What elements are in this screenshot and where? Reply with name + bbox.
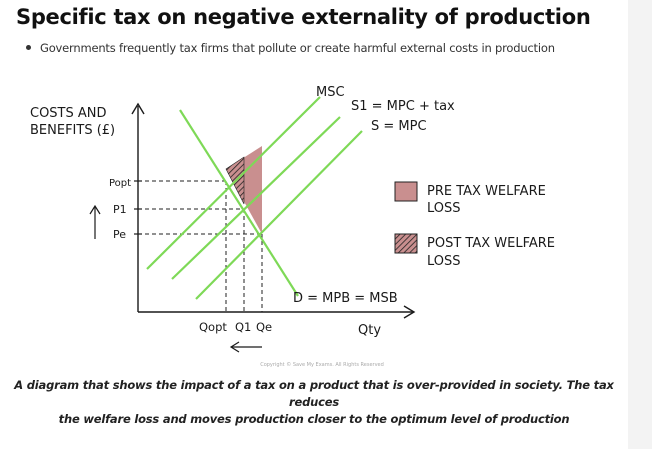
p1-label: P1 <box>113 203 127 216</box>
demand-label: D = MPB = MSB <box>293 291 398 306</box>
bullet-item: Governments frequently tax firms that po… <box>26 41 555 55</box>
s1-label: S1 = MPC + tax <box>351 99 455 114</box>
pre-tax-legend-line1: PRE TAX WELFARE <box>427 184 546 199</box>
bullet-text: Governments frequently tax firms that po… <box>40 41 555 55</box>
bullet-dot-icon <box>26 45 31 50</box>
post-tax-legend-line1: POST TAX WELFARE <box>427 236 555 251</box>
s-label: S = MPC <box>371 119 427 134</box>
x-axis-label: Qty <box>358 323 381 338</box>
s1-curve <box>171 116 341 280</box>
caption-line1: A diagram that shows the impact of a tax… <box>14 378 614 409</box>
copyright-note: Copyright © Save My Exams. All Rights Re… <box>260 361 384 368</box>
pre-tax-legend-swatch <box>394 181 418 202</box>
msc-curve <box>146 96 321 270</box>
post-tax-legend-swatch <box>394 233 418 254</box>
y-axis-arrow-icon <box>131 102 145 115</box>
msc-label: MSC <box>316 85 345 100</box>
post-tax-legend-line2: LOSS <box>427 254 461 269</box>
p-opt-label: Popt <box>109 178 131 189</box>
figure-caption: A diagram that shows the impact of a tax… <box>0 377 628 428</box>
q1-label: Q1 <box>235 320 251 334</box>
qe-label: Qe <box>256 320 272 334</box>
page-title: Specific tax on negative externality of … <box>16 5 591 29</box>
demand-curve <box>179 109 299 297</box>
pre-tax-legend-line2: LOSS <box>427 201 461 216</box>
side-strip <box>628 0 652 449</box>
quantity-decrease-arrow-icon <box>229 341 262 353</box>
pe-label: Pe <box>113 228 126 241</box>
y-axis-label-line2: BENEFITS (£) <box>30 123 115 138</box>
price-increase-arrow-icon <box>89 204 101 239</box>
externality-tax-diagram: COSTS AND BENEFITS (£) Popt P1 Pe Qopt Q… <box>30 85 555 368</box>
y-axis-label-line1: COSTS AND <box>30 106 107 121</box>
caption-line2: the welfare loss and moves production cl… <box>58 412 570 426</box>
x-axis-arrow-icon <box>403 305 416 319</box>
s-curve <box>195 130 363 300</box>
q-opt-label: Qopt <box>199 320 227 334</box>
